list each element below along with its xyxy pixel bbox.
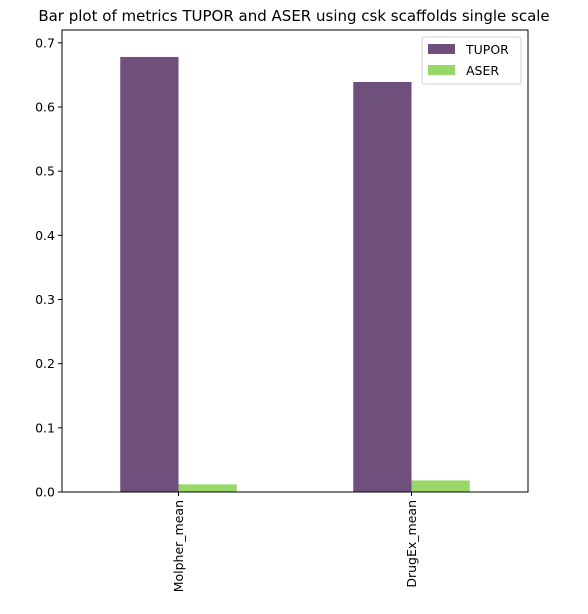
bar-aser-drugex-mean — [411, 480, 470, 492]
bars-layer — [120, 56, 470, 492]
y-tick-label: 0.3 — [35, 292, 55, 307]
y-tick-label: 0.0 — [35, 485, 55, 500]
y-tick-label: 0.4 — [35, 228, 55, 243]
bar-aser-molpher-mean — [178, 484, 237, 492]
legend-label-aser: ASER — [466, 63, 499, 78]
y-axis: 0.0 0.1 0.2 0.3 0.4 0.5 0.6 0.7 — [35, 35, 62, 500]
legend-swatch-tupor — [428, 44, 455, 54]
x-tick-label: DrugEx_mean — [404, 500, 419, 588]
y-tick-label: 0.1 — [35, 420, 55, 435]
bar-tupor-drugex-mean — [353, 81, 412, 492]
y-tick-label: 0.7 — [35, 35, 55, 50]
x-tick-label: Molpher_mean — [171, 500, 186, 592]
y-tick-label: 0.5 — [35, 164, 55, 179]
bar-tupor-molpher-mean — [120, 56, 179, 492]
legend-label-tupor: TUPOR — [465, 42, 509, 57]
chart-title: Bar plot of metrics TUPOR and ASER using… — [38, 7, 549, 25]
y-tick-label: 0.6 — [35, 100, 55, 115]
legend-swatch-aser — [428, 65, 455, 75]
plot-frame — [61, 29, 529, 493]
x-axis: Molpher_mean DrugEx_mean — [171, 492, 419, 592]
y-tick-label: 0.2 — [35, 356, 55, 371]
legend: TUPOR ASER — [421, 36, 522, 85]
